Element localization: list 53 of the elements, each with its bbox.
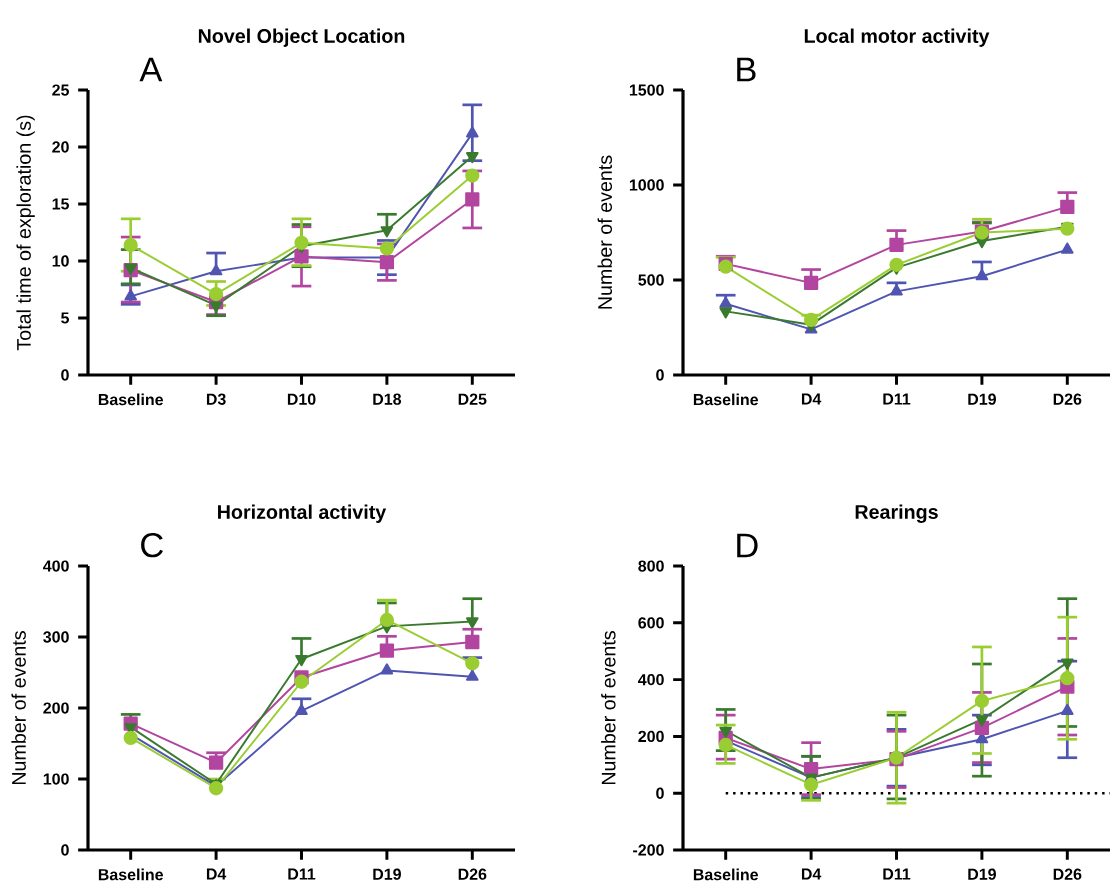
x-tick-label: D11 — [883, 868, 911, 880]
y-tick-label: 800 — [638, 560, 664, 572]
x-tick-label: D11 — [883, 393, 911, 405]
y-tick-label: 0 — [61, 844, 69, 856]
y-tick-label: 5 — [61, 312, 70, 324]
y-tick-label: 200 — [43, 702, 69, 714]
x-tick-label: D4 — [801, 393, 822, 405]
x-tick-label: D4 — [801, 868, 822, 880]
x-tick-label: Baseline — [693, 868, 759, 881]
y-tick-label: 600 — [638, 617, 664, 629]
y-tick-label: 0 — [656, 369, 664, 381]
y-tick-label: 0 — [61, 369, 69, 381]
y-axis-title: Number of events — [11, 631, 26, 785]
chart-title: Novel Object Location — [198, 28, 405, 47]
x-tick-label: Baseline — [98, 868, 164, 881]
x-tick-label: Baseline — [693, 393, 759, 406]
x-tick-label: D4 — [206, 868, 227, 880]
x-tick-label: D26 — [458, 868, 487, 880]
text: D — [737, 533, 758, 558]
chart-title: Local motor activity — [804, 28, 990, 47]
x-tick-label: D25 — [458, 393, 487, 405]
y-tick-label: 400 — [638, 673, 664, 686]
x-tick-label: D19 — [968, 393, 996, 405]
y-axis-title: Number of events — [601, 631, 616, 785]
y-tick-label: 200 — [638, 730, 664, 743]
y-tick-label: 15 — [52, 198, 70, 210]
x-tick-label: D19 — [968, 868, 996, 880]
x-tick-label: D19 — [373, 868, 401, 880]
y-tick-label: 400 — [43, 560, 69, 572]
x-tick-label: D10 — [287, 393, 316, 405]
y-tick-label: 1000 — [629, 179, 664, 191]
y-tick-label: 25 — [52, 84, 70, 96]
x-tick-label: Baseline — [98, 393, 164, 406]
y-tick-label: 1500 — [629, 84, 664, 96]
y-tick-label: 500 — [638, 274, 664, 286]
x-tick-label: D18 — [373, 393, 402, 405]
y-tick-label: -200 — [633, 844, 664, 856]
chart-title: Rearings — [855, 504, 938, 523]
y-axis-title: Total time of exploration (s) — [16, 115, 35, 351]
x-tick-label: D26 — [1053, 868, 1082, 880]
y-tick-label: 100 — [43, 773, 69, 785]
x-tick-label: D3 — [206, 393, 226, 405]
y-tick-label: 20 — [52, 141, 69, 153]
y-tick-label: 10 — [52, 255, 69, 267]
x-tick-label: D26 — [1053, 393, 1082, 405]
x-tick-label: D11 — [288, 868, 316, 880]
text: A — [139, 57, 163, 82]
y-tick-label: 0 — [656, 787, 664, 799]
text: C — [141, 532, 163, 558]
chart-title: Horizontal activity — [218, 504, 387, 523]
y-tick-label: 300 — [43, 631, 69, 643]
text: B — [737, 57, 756, 82]
y-axis-title: Number of events — [597, 155, 612, 309]
